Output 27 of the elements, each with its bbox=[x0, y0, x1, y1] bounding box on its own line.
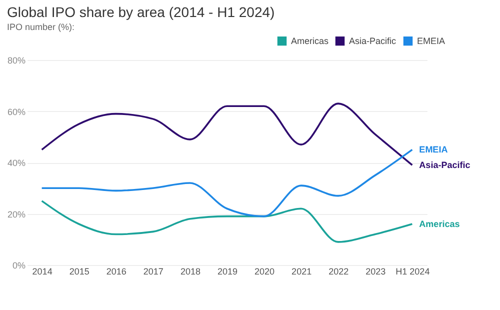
x-tick-label: 2018 bbox=[180, 266, 200, 276]
line-series bbox=[40, 200, 414, 243]
line-series bbox=[40, 148, 414, 218]
legend-label: Americas bbox=[291, 36, 330, 46]
line-series bbox=[40, 102, 414, 166]
y-tick-label: 80% bbox=[7, 56, 26, 66]
text: Asia-Pacific bbox=[419, 160, 470, 170]
x-tick-label: 2014 bbox=[32, 266, 52, 276]
x-tick-label: H1 2024 bbox=[396, 266, 430, 276]
x-tick-label: 2020 bbox=[254, 266, 275, 276]
x-tick-label: 2023 bbox=[366, 266, 386, 276]
text: EMEIA bbox=[419, 144, 448, 155]
x-tick-label: 2022 bbox=[328, 266, 349, 276]
x-tick-label: 2021 bbox=[292, 266, 312, 276]
x-tick-label: 2016 bbox=[106, 266, 126, 276]
x-tick-label: 2019 bbox=[217, 266, 238, 276]
y-tick-label: 0% bbox=[12, 260, 26, 270]
chart-subtitle: IPO number (%): bbox=[6, 22, 75, 32]
y-tick-label: 20% bbox=[7, 209, 26, 220]
y-tick-label: 60% bbox=[7, 106, 26, 117]
x-tick-label: 2015 bbox=[69, 266, 90, 276]
chart-title: Global IPO share by area (2014 - H1 2024) bbox=[6, 4, 275, 20]
text: Americas bbox=[419, 219, 460, 229]
y-tick-label: 40% bbox=[7, 158, 26, 168]
legend-label: EMEIA bbox=[417, 36, 446, 46]
legend-label: Asia-Pacific bbox=[349, 36, 397, 46]
x-tick-label: 2017 bbox=[143, 266, 164, 276]
